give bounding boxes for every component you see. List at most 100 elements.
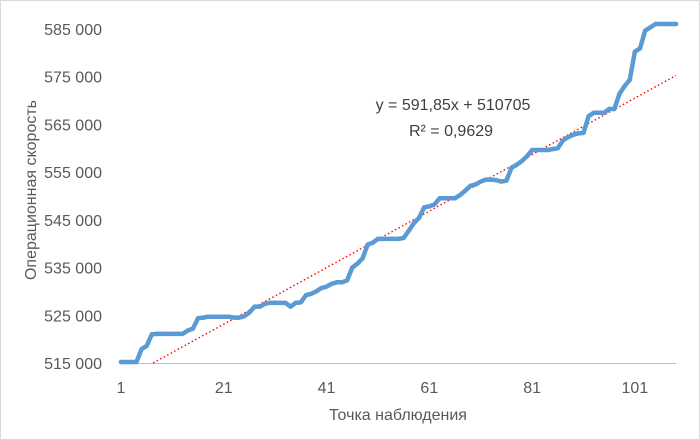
data-point — [344, 278, 350, 283]
data-point — [370, 240, 376, 245]
data-point — [427, 204, 432, 209]
data-point — [149, 332, 155, 337]
data-point — [360, 256, 365, 261]
data-point — [231, 315, 237, 320]
data-point — [442, 196, 447, 201]
y-tick-label: 545 000 — [44, 213, 102, 230]
data-point — [514, 162, 519, 168]
data-point — [642, 28, 648, 33]
data-point — [288, 304, 293, 309]
y-axis-tick-labels: 515 000 525 000 535 000 545 000 555 000 565 0… — [44, 22, 102, 373]
trendline-equation: y = 591,85x + 510705 — [376, 97, 531, 114]
y-tick-label: 575 000 — [44, 70, 102, 87]
data-point — [586, 113, 591, 119]
data-point — [550, 146, 555, 152]
data-point — [129, 359, 134, 365]
data-point — [329, 281, 334, 286]
x-tick-label: 41 — [318, 380, 336, 397]
data-point — [365, 242, 370, 247]
data-point — [535, 147, 540, 153]
data-point — [606, 106, 612, 112]
data-point — [493, 177, 499, 183]
data-point — [571, 132, 576, 137]
data-point — [473, 182, 478, 187]
x-tick-label: 61 — [420, 380, 438, 397]
data-point — [612, 106, 617, 112]
data-point — [165, 331, 170, 337]
data-point — [658, 21, 663, 27]
data-point — [303, 293, 309, 298]
data-point — [216, 314, 221, 319]
data-point — [308, 291, 314, 296]
data-point — [601, 110, 607, 116]
data-point — [144, 343, 149, 349]
data-point — [339, 280, 345, 285]
data-point — [673, 21, 679, 27]
data-point — [560, 138, 566, 143]
y-tick-label: 585 000 — [44, 22, 102, 39]
data-point — [540, 147, 545, 153]
data-point — [180, 331, 185, 337]
data-point — [190, 326, 196, 331]
data-points — [118, 21, 679, 365]
data-point — [206, 314, 211, 319]
data-point — [170, 331, 175, 337]
data-point — [257, 304, 262, 309]
data-point — [463, 188, 468, 193]
data-point — [411, 220, 417, 226]
data-point — [622, 83, 627, 89]
data-point — [596, 110, 602, 116]
y-tick-label: 565 000 — [44, 117, 102, 134]
data-point — [668, 21, 674, 27]
data-point — [637, 46, 643, 51]
data-point — [545, 147, 550, 153]
data-point — [375, 236, 381, 242]
y-axis-title: Операционная скорость — [23, 100, 40, 280]
data-point — [262, 301, 268, 306]
data-point — [617, 91, 622, 96]
data-point — [406, 228, 411, 233]
data-point — [134, 359, 139, 365]
data-point — [211, 314, 216, 319]
data-point — [499, 179, 504, 184]
data-point — [267, 300, 273, 306]
data-point — [272, 300, 278, 306]
data-point — [242, 314, 247, 319]
data-point — [319, 285, 324, 291]
data-point — [154, 331, 160, 337]
data-point — [421, 205, 427, 210]
x-tick-label: 21 — [215, 380, 233, 397]
data-point — [355, 261, 360, 266]
trendline-r-squared: R² = 0,9629 — [409, 123, 493, 140]
data-point — [139, 346, 144, 352]
data-point — [201, 315, 206, 320]
data-point — [627, 77, 632, 83]
x-axis-tick-labels: 1 21 41 61 81 101 — [117, 380, 649, 397]
data-point — [648, 25, 653, 30]
data-point — [175, 331, 180, 337]
data-point — [509, 165, 514, 170]
data-point — [185, 328, 191, 333]
data-point — [483, 177, 489, 182]
data-point — [519, 158, 525, 164]
data-point — [416, 215, 422, 221]
data-point — [437, 196, 442, 201]
data-point — [350, 265, 355, 270]
data-point — [252, 304, 257, 309]
data-point — [478, 179, 483, 184]
data-point — [457, 192, 463, 198]
y-tick-label: 525 000 — [44, 308, 102, 325]
data-point — [591, 110, 596, 116]
data-point — [452, 196, 458, 201]
data-point — [221, 314, 226, 319]
x-tick-label: 101 — [622, 380, 649, 397]
data-point — [565, 134, 571, 140]
data-point — [159, 331, 165, 337]
data-point — [324, 284, 329, 289]
data-point — [118, 359, 124, 365]
x-axis-title: Точка наблюдения — [329, 407, 467, 424]
y-tick-label: 555 000 — [44, 165, 102, 182]
data-point — [293, 300, 298, 306]
